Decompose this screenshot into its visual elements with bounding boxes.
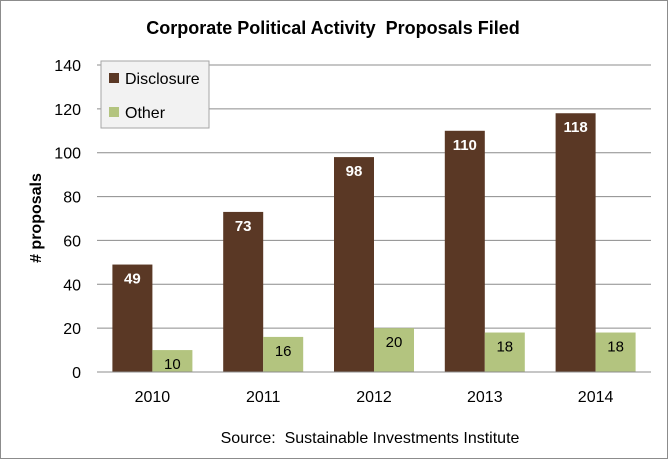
bar-disclosure xyxy=(112,264,153,372)
y-tick-label: 140 xyxy=(54,58,81,75)
bar-other xyxy=(595,332,636,372)
y-axis-ticks: 0 20 40 60 80 100 120 140 xyxy=(54,58,81,382)
chart-title: Corporate Political Activity Proposals F… xyxy=(146,18,519,38)
bar-other xyxy=(263,336,304,372)
data-label-other: 10 xyxy=(164,356,181,373)
bar-disclosure xyxy=(555,113,596,372)
y-tick-label: 60 xyxy=(63,233,81,250)
y-tick-label: 40 xyxy=(63,277,81,294)
data-label-other: 16 xyxy=(275,343,292,360)
y-tick-label: 0 xyxy=(72,365,81,382)
data-labels: 49 10 73 16 98 20 110 18 118 18 xyxy=(124,119,624,373)
y-tick-label: 20 xyxy=(63,321,81,338)
data-label-disclosure: 73 xyxy=(235,218,252,235)
data-label-disclosure: 49 xyxy=(124,271,141,288)
x-axis-ticks: 2010 2011 2012 2013 2014 xyxy=(135,389,614,406)
bar-other xyxy=(374,328,414,372)
data-label-other: 18 xyxy=(496,339,513,356)
bar-disclosure xyxy=(444,130,485,372)
y-tick-label: 80 xyxy=(63,190,81,207)
bar-disclosure xyxy=(334,157,374,372)
y-tick-label: 100 xyxy=(54,146,81,163)
x-tick-label: 2014 xyxy=(578,389,614,406)
data-label-disclosure: 98 xyxy=(346,163,363,180)
source-note: Source: Sustainable Investments Institut… xyxy=(221,430,520,447)
data-label-other: 20 xyxy=(386,334,403,351)
x-tick-label: 2011 xyxy=(246,389,281,406)
bar-other xyxy=(152,350,193,372)
legend: Disclosure Other xyxy=(100,60,210,129)
bar-other xyxy=(484,332,525,372)
data-label-disclosure: 110 xyxy=(453,137,477,154)
legend-swatch-disclosure xyxy=(109,73,119,83)
legend-swatch-other xyxy=(109,107,119,117)
data-label-other: 18 xyxy=(607,339,624,356)
x-tick-label: 2010 xyxy=(135,389,171,406)
bar-disclosure xyxy=(223,211,264,372)
x-tick-label: 2013 xyxy=(467,389,503,406)
y-tick-label: 120 xyxy=(54,102,81,119)
y-axis-label: # proposals xyxy=(28,173,45,263)
bars xyxy=(112,113,636,372)
legend-label-other: Other xyxy=(125,105,166,122)
data-label-disclosure: 118 xyxy=(563,119,587,136)
legend-label-disclosure: Disclosure xyxy=(125,71,200,88)
x-tick-label: 2012 xyxy=(356,389,392,406)
